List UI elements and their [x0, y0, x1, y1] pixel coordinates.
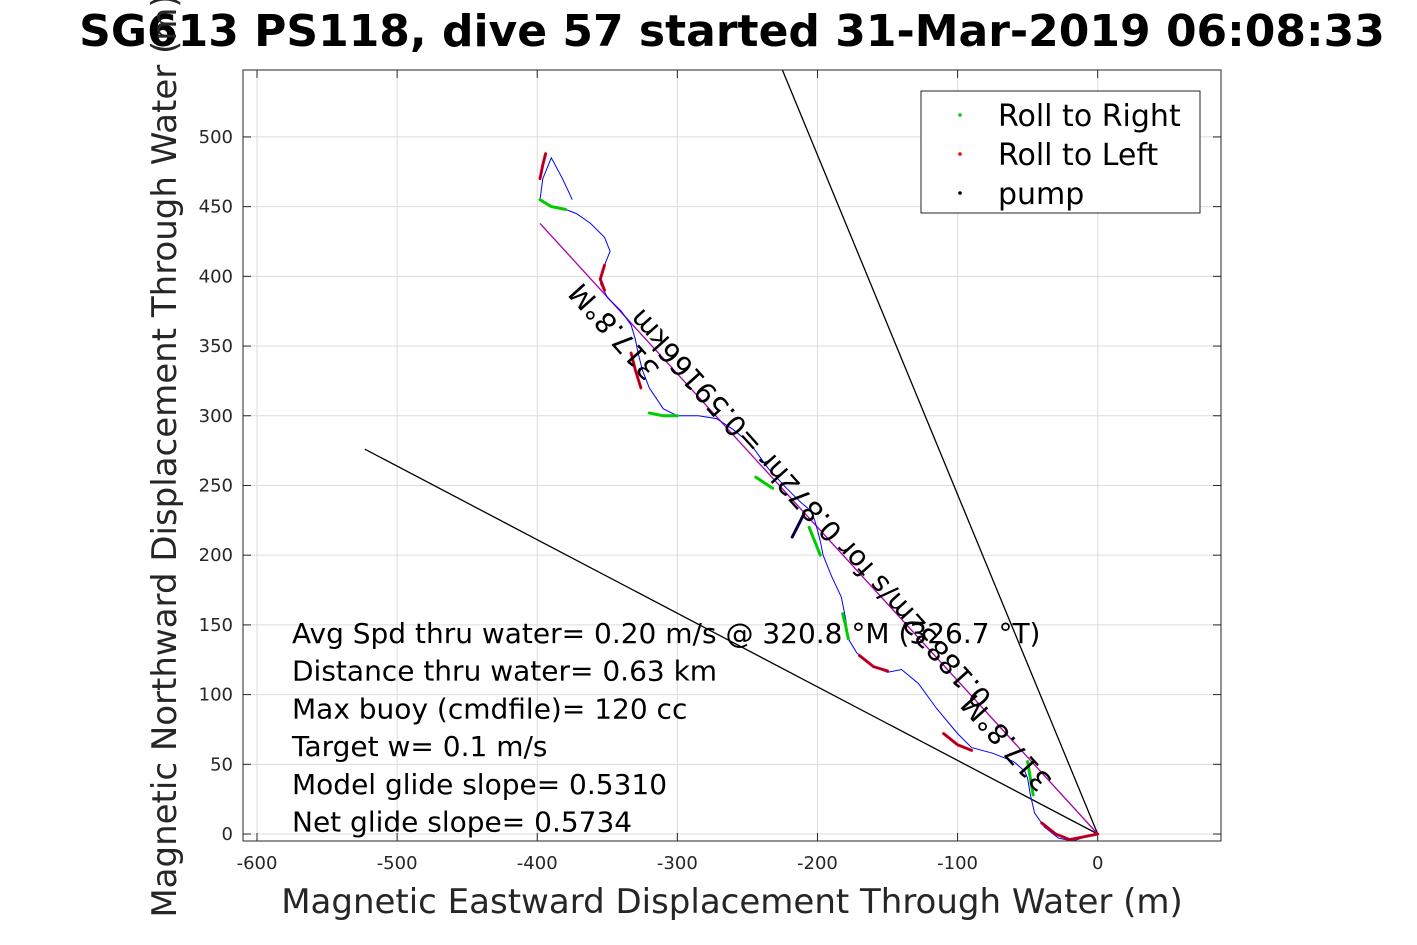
y-tick-label: 400 [199, 266, 233, 287]
y-tick-label: 150 [199, 615, 233, 636]
legend-box [920, 90, 1201, 214]
legend-label: Roll to Right [998, 99, 1181, 134]
x-tick-label: -300 [657, 853, 698, 874]
annotation-line: Model glide slope= 0.5310 [292, 768, 667, 801]
heading-line [364, 448, 1099, 835]
heading-lines [364, 70, 1099, 835]
roll-right-segment [841, 612, 850, 641]
pump-segment [790, 513, 805, 539]
y-axis-label: Magnetic Northward Displacement Through … [145, 0, 185, 918]
roll-left-segment-core [1040, 822, 1099, 841]
roll-right-segment [1026, 760, 1035, 797]
heading-line [781, 70, 1099, 835]
chart-title: SG613 PS118, dive 57 started 31-Mar-2019… [79, 6, 1385, 57]
legend-marker [958, 152, 962, 156]
y-tick-label: 350 [199, 336, 233, 357]
roll-right-segment [538, 198, 567, 211]
heading-line [539, 222, 1099, 835]
roll-left-segment-core [630, 352, 642, 389]
grid [243, 70, 1221, 841]
y-tick-label: 300 [199, 406, 233, 427]
x-tick-label: 0 [1092, 853, 1103, 874]
x-tick-label: -200 [797, 853, 838, 874]
annotations: Avg Spd thru water= 0.20 m/s @ 320.8 °M … [291, 617, 1040, 839]
track-line [539, 156, 1098, 841]
y-tick-labels: 0 50 100 150 200 250 300 350 400 450 500 [199, 127, 233, 845]
roll-right-segment [807, 525, 822, 557]
roll-right-segment [647, 411, 679, 418]
y-tick-label: 250 [199, 475, 233, 496]
legend: Roll to Right Roll to Left pump [920, 90, 1201, 214]
x-tick-label: -400 [517, 853, 558, 874]
annotation-line: Avg Spd thru water= 0.20 m/s @ 320.8 °M … [292, 617, 1040, 650]
tick-marks [243, 70, 1221, 841]
legend-label: pump [998, 177, 1084, 212]
annotation-line: Net glide slope= 0.5734 [292, 806, 632, 839]
x-axis-label: Magnetic Eastward Displacement Through W… [281, 882, 1183, 922]
y-tick-label: 100 [199, 685, 233, 706]
track-layer [539, 156, 1098, 841]
roll-left-segment-core [599, 264, 606, 292]
roll-left-segment-core [942, 732, 973, 752]
legend-marker [958, 191, 962, 195]
roll-layer [538, 152, 1100, 841]
plot-frame [242, 69, 1222, 842]
roll-left-segment-core [858, 654, 889, 672]
y-tick-label: 200 [199, 545, 233, 566]
x-tick-label: -500 [377, 853, 418, 874]
y-tick-label: 0 [222, 824, 233, 845]
y-tick-label: 50 [210, 754, 233, 775]
annotation-line: Distance thru water= 0.63 km [292, 655, 717, 688]
annotation-line: Max buoy (cmdfile)= 120 cc [292, 692, 687, 725]
roll-left-segment-core [539, 152, 547, 180]
x-tick-label: -100 [937, 853, 978, 874]
x-tick-labels: -600 -500 -400 -300 -200 -100 0 [237, 853, 1104, 874]
legend-label: Roll to Left [998, 138, 1158, 173]
y-tick-label: 450 [199, 197, 233, 218]
y-tick-label: 500 [199, 127, 233, 148]
x-tick-label: -600 [237, 853, 278, 874]
legend-marker [958, 113, 962, 117]
annotation-line: Target w= 0.1 m/s [291, 730, 548, 763]
roll-right-segment [754, 475, 775, 490]
